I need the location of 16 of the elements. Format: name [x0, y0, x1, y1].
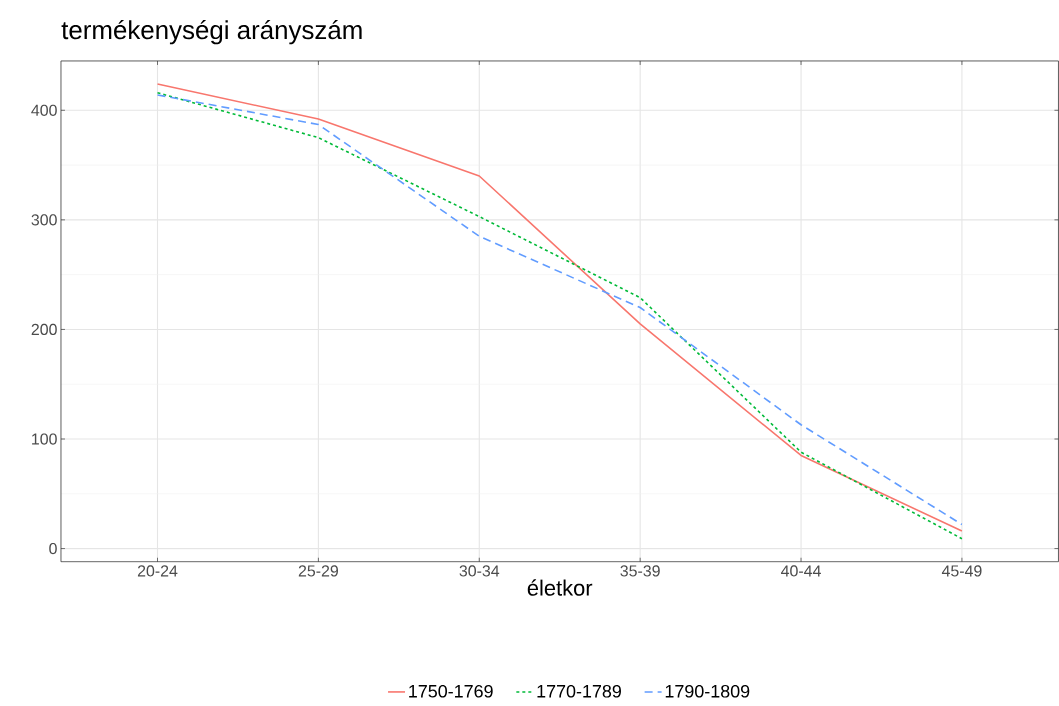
- x-tick-label: 45-49: [941, 565, 982, 577]
- y-tick-label: 0: [49, 543, 57, 555]
- x-axis-title: életkor: [527, 579, 593, 596]
- chart-title: termékenységi arányszám: [61, 20, 362, 45]
- x-tick-label: 25-29: [298, 565, 338, 577]
- y-tick-label: 300: [31, 214, 57, 226]
- legend-label: 1790-1809: [665, 685, 750, 698]
- legend-label: 1770-1789: [537, 685, 621, 698]
- x-tick-label: 30-34: [459, 565, 500, 577]
- y-tick-label: 200: [31, 323, 57, 336]
- legend-label: 1750-1769: [409, 685, 493, 698]
- x-tick-label: 40-44: [781, 565, 821, 577]
- y-tick-label: 100: [32, 433, 57, 445]
- y-tick-label: 400: [31, 104, 57, 117]
- x-tick-label: 20-24: [137, 565, 178, 577]
- x-tick-label: 35-39: [620, 565, 660, 577]
